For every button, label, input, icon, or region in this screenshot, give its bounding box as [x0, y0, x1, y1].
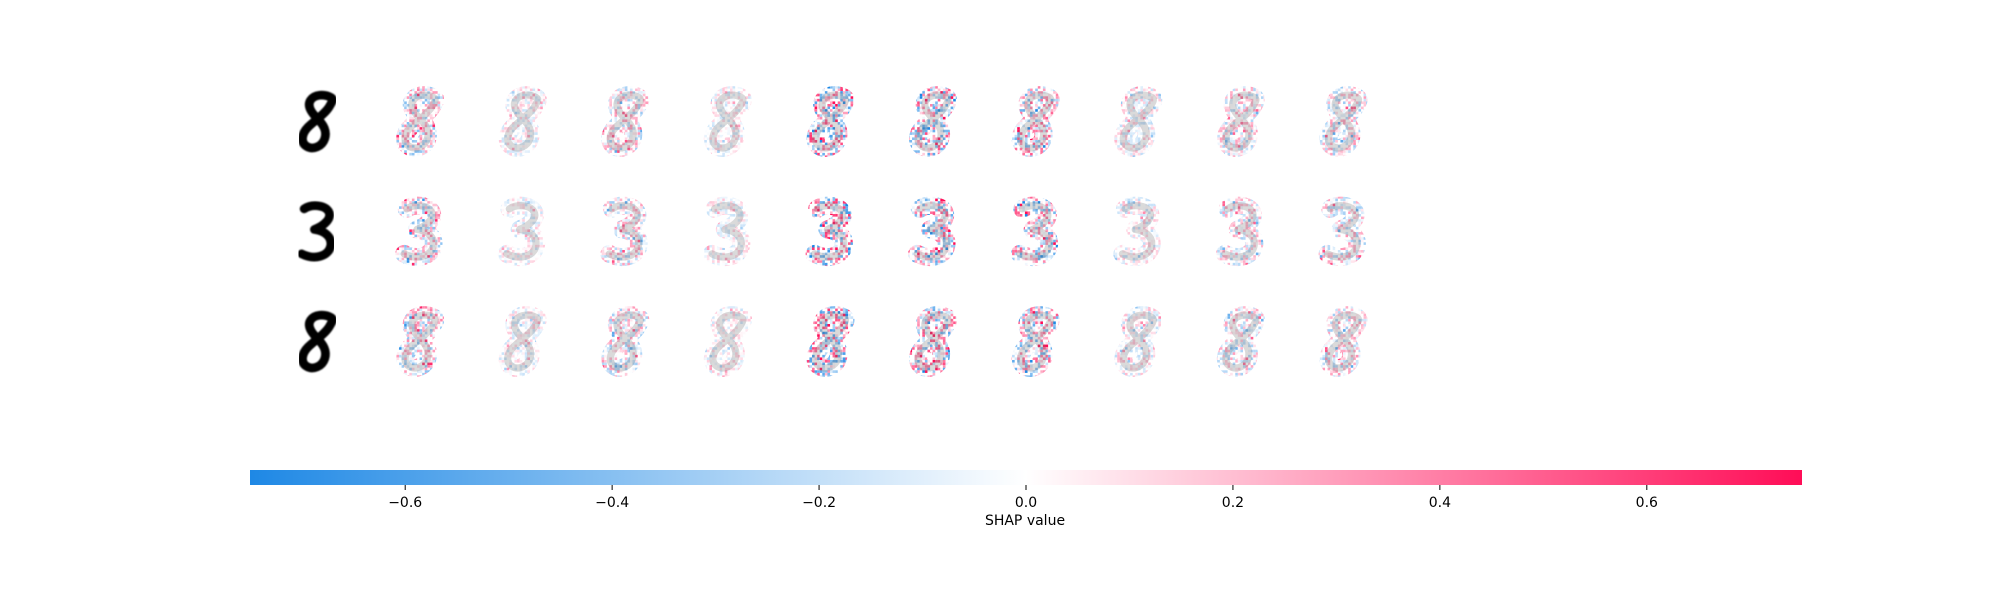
shap-explanation-map	[794, 306, 867, 379]
shap-explanation-map	[896, 86, 969, 159]
colorbar-label: SHAP value	[985, 513, 1065, 529]
shap-explanation-map	[691, 306, 764, 379]
image-grid	[297, 86, 1380, 379]
shap-explanation-map	[999, 196, 1072, 269]
shap-explanation-map	[383, 196, 456, 269]
colorbar-tick-label: 0.0	[1015, 495, 1037, 511]
shap-explanation-map	[1101, 306, 1174, 379]
shap-explanation-map	[1307, 306, 1380, 379]
colorbar-tick-label: 0.4	[1429, 495, 1451, 511]
shap-explanation-map	[1101, 86, 1174, 159]
colorbar-tick-label: −0.6	[388, 495, 422, 511]
shap-explanation-map	[588, 196, 661, 269]
shap-explanation-map	[588, 306, 661, 379]
input-digit-image	[297, 201, 336, 262]
shap-explanation-map	[896, 196, 969, 269]
shap-explanation-map	[691, 196, 764, 269]
shap-explanation-map	[794, 196, 867, 269]
shap-explanation-map	[588, 86, 661, 159]
shap-explanation-map	[1204, 86, 1277, 159]
shap-explanation-map	[486, 196, 559, 269]
shap-explanation-map	[1204, 196, 1277, 269]
shap-explanation-map	[486, 86, 559, 159]
colorbar: −0.6 −0.4 −0.2 0.0 0.2 0.4 0.6 SHAP value	[250, 470, 1802, 529]
shap-explanation-map	[1101, 196, 1174, 269]
colorbar-tick-label: −0.4	[595, 495, 629, 511]
shap-explanation-map	[794, 86, 867, 159]
colorbar-tick-label: −0.2	[802, 495, 836, 511]
shap-explanation-map	[1307, 86, 1380, 159]
shap-explanation-map	[383, 86, 456, 159]
colorbar-tick-label: 0.2	[1222, 495, 1244, 511]
shap-explanation-map	[999, 86, 1072, 159]
shap-explanation-map	[999, 306, 1072, 379]
input-digit-image	[298, 90, 337, 153]
shap-explanation-map	[1204, 306, 1277, 379]
colorbar-tick-label: 0.6	[1636, 495, 1658, 511]
shap-explanation-map	[1307, 196, 1380, 269]
input-digit-image	[298, 310, 337, 373]
shap-explanation-map	[896, 306, 969, 379]
shap-explanation-map	[486, 306, 559, 379]
colorbar-gradient	[250, 470, 1802, 485]
shap-explanation-map	[383, 306, 456, 379]
shap-explanation-map	[691, 86, 764, 159]
